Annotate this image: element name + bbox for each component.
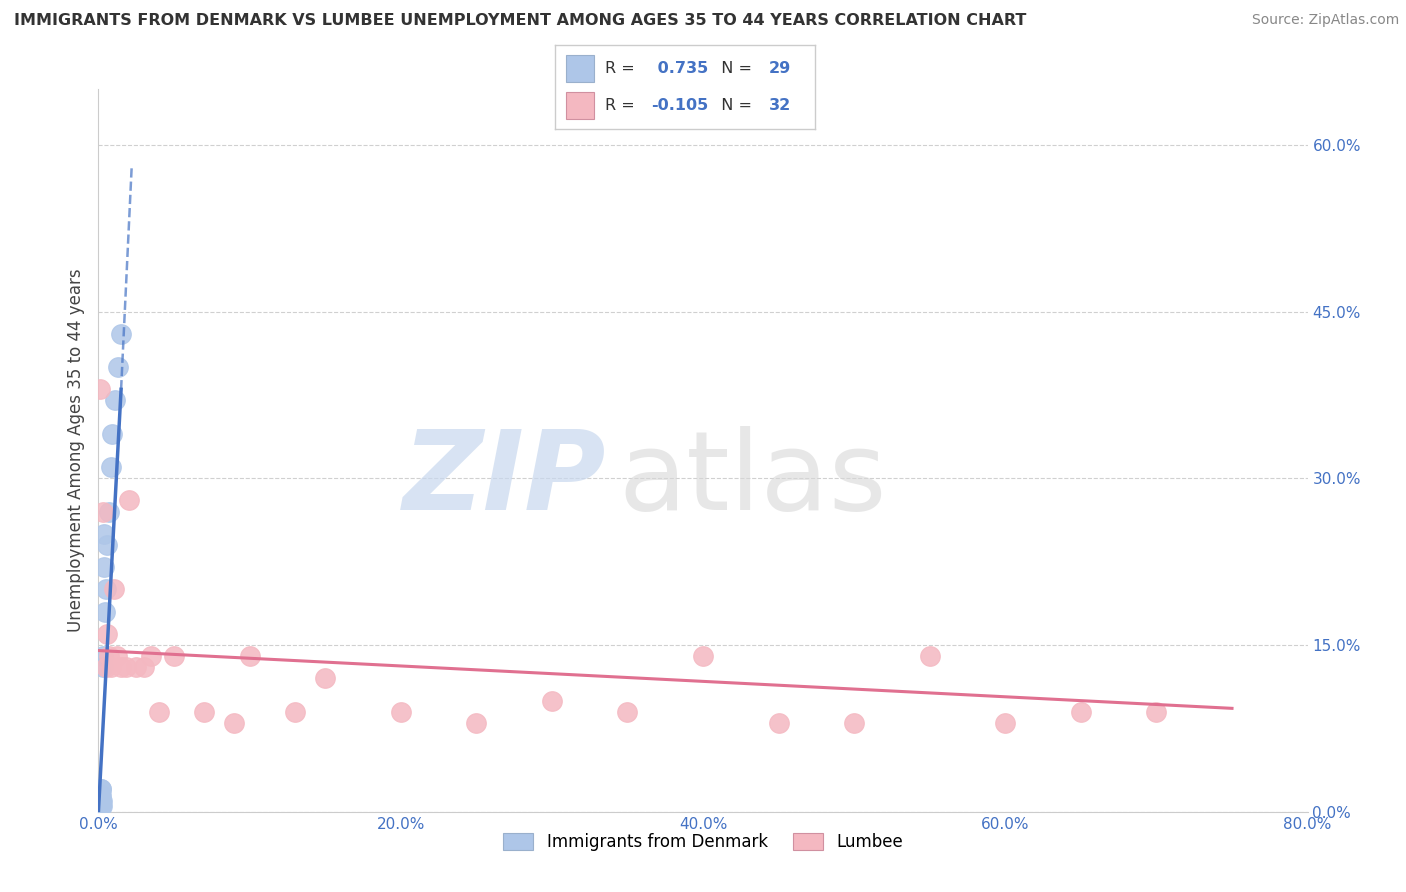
- Point: [91, 660, 114, 674]
- Point: [844, 715, 866, 730]
- Point: [96, 538, 118, 552]
- Point: [96, 627, 118, 641]
- Text: 32: 32: [769, 98, 792, 113]
- Point: [540, 693, 562, 707]
- Point: [91, 794, 114, 808]
- Point: [239, 649, 262, 664]
- Point: [89, 796, 111, 810]
- Point: [193, 705, 215, 719]
- Point: [1144, 705, 1167, 719]
- Point: [110, 326, 132, 341]
- Point: [994, 715, 1017, 730]
- Point: [918, 649, 941, 664]
- Point: [90, 782, 112, 797]
- Point: [89, 799, 111, 814]
- Point: [91, 649, 114, 664]
- Point: [89, 799, 111, 814]
- Point: [98, 649, 121, 664]
- Point: [114, 660, 136, 674]
- Point: [94, 582, 117, 597]
- Text: ZIP: ZIP: [402, 425, 606, 533]
- Point: [465, 715, 488, 730]
- Point: [389, 705, 412, 719]
- Point: [93, 526, 115, 541]
- Point: [132, 660, 155, 674]
- Point: [90, 796, 112, 810]
- Point: [91, 505, 114, 519]
- Bar: [565, 92, 595, 120]
- Point: [90, 799, 112, 814]
- Point: [104, 393, 127, 408]
- Point: [692, 649, 714, 664]
- Point: [768, 715, 790, 730]
- Point: [89, 794, 111, 808]
- Bar: [565, 54, 595, 82]
- Point: [89, 799, 111, 814]
- Point: [148, 705, 170, 719]
- Point: [89, 382, 111, 396]
- Text: R =: R =: [605, 98, 640, 113]
- Point: [90, 782, 112, 797]
- Text: 29: 29: [769, 61, 792, 76]
- Point: [105, 649, 128, 664]
- Point: [101, 426, 124, 441]
- Text: -0.105: -0.105: [651, 98, 709, 113]
- Point: [103, 582, 125, 597]
- Point: [90, 799, 112, 814]
- Point: [100, 460, 122, 475]
- Point: [89, 788, 111, 802]
- Point: [141, 649, 163, 664]
- Point: [90, 794, 112, 808]
- Point: [163, 649, 186, 664]
- Point: [284, 705, 307, 719]
- Point: [94, 605, 117, 619]
- Point: [314, 671, 336, 685]
- Point: [110, 660, 132, 674]
- Point: [89, 794, 111, 808]
- Point: [125, 660, 148, 674]
- Text: Source: ZipAtlas.com: Source: ZipAtlas.com: [1251, 13, 1399, 28]
- Text: atlas: atlas: [619, 425, 887, 533]
- Text: 0.735: 0.735: [651, 61, 707, 76]
- Point: [98, 505, 121, 519]
- Text: N =: N =: [711, 98, 758, 113]
- Point: [616, 705, 638, 719]
- Point: [89, 794, 111, 808]
- Legend: Immigrants from Denmark, Lumbee: Immigrants from Denmark, Lumbee: [496, 826, 910, 857]
- Point: [100, 660, 122, 674]
- Y-axis label: Unemployment Among Ages 35 to 44 years: Unemployment Among Ages 35 to 44 years: [66, 268, 84, 632]
- Point: [224, 715, 246, 730]
- Text: R =: R =: [605, 61, 640, 76]
- Point: [118, 493, 141, 508]
- Point: [90, 788, 112, 802]
- Point: [107, 360, 129, 375]
- Point: [94, 660, 117, 674]
- Text: IMMIGRANTS FROM DENMARK VS LUMBEE UNEMPLOYMENT AMONG AGES 35 TO 44 YEARS CORRELA: IMMIGRANTS FROM DENMARK VS LUMBEE UNEMPL…: [14, 13, 1026, 29]
- Point: [93, 560, 115, 574]
- Point: [1070, 705, 1092, 719]
- Text: N =: N =: [711, 61, 758, 76]
